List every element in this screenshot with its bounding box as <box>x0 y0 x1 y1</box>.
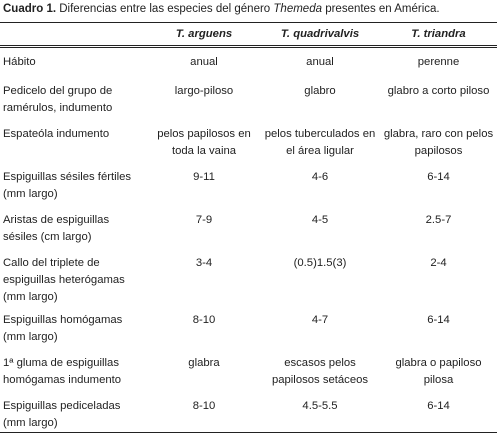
cell: 4.5-5.5 <box>302 399 338 412</box>
row-label: Espateóla indumento <box>3 127 110 140</box>
table-row: 1ª gluma de espiguillas homógamas indume… <box>0 349 497 392</box>
cell: 6-14 <box>427 399 450 412</box>
header-cell <box>0 22 148 48</box>
table-body: Hábito anual anual perenne Pedicelo del grup… <box>0 47 497 433</box>
cell: 8-10 <box>192 399 216 412</box>
cell: glabro a corto piloso <box>387 84 490 97</box>
caption: Cuadro 1. Diferencias entre las especies… <box>3 3 440 15</box>
row-label: 1ª gluma de espiguillas homógamas indume… <box>3 356 122 386</box>
cell: glabra, raro con pelos papilosos <box>383 127 494 157</box>
row-label: Espiguillas homógamas (mm largo) <box>3 313 123 343</box>
cell: 4-6 <box>311 170 329 183</box>
cell: perenne <box>417 56 460 68</box>
cell: glabra <box>188 356 220 369</box>
cell: 7-9 <box>195 213 213 226</box>
cell: 6-14 <box>427 313 450 326</box>
cell: anual <box>190 56 218 68</box>
caption-genus: Themeda <box>273 3 322 15</box>
table-row: Pedicelo del grupo de ramérulos, indumen… <box>0 77 497 120</box>
cell: 6-14 <box>427 170 450 183</box>
caption-text: presentes en América. <box>325 3 440 15</box>
row-label: Espiguillas pediceladas (mm largo) <box>3 399 121 429</box>
cell: 4-7 <box>311 313 329 326</box>
cell: 8-10 <box>192 313 216 326</box>
cell: 2.5-7 <box>425 213 452 226</box>
header-cell: T. triandra <box>380 22 497 48</box>
cell: largo-piloso <box>174 84 234 97</box>
table-row: Espiguillas pediceladas (mm largo) 8-10 4.… <box>0 392 497 433</box>
row-label: Aristas de espiguillas sésiles (cm largo… <box>3 213 110 243</box>
table-row: Espateóla indumento pelos papilosos en to… <box>0 120 497 163</box>
header-cell: T. arguens <box>148 22 260 48</box>
row-label: Hábito <box>3 56 36 68</box>
cell: 3-4 <box>195 256 213 269</box>
row-label: Pedicelo del grupo de ramérulos, indumen… <box>3 84 113 114</box>
cell: escasos pelos papilosos setáceos <box>271 356 369 386</box>
cell: 4-5 <box>311 213 329 226</box>
cell: glabro <box>304 84 336 97</box>
table-row: Aristas de espiguillas sésiles (cm largo… <box>0 206 497 249</box>
cell: glabra o papiloso pilosa <box>395 356 482 386</box>
cell: (0.5)1.5(3) <box>293 256 347 269</box>
caption-text: Diferencias entre las especies del géner… <box>59 3 271 15</box>
table-row: Hábito anual anual perenne <box>0 47 497 77</box>
caption-label: Cuadro 1. <box>3 3 57 15</box>
row-label: Espiguillas sésiles fértiles (mm largo) <box>3 170 132 200</box>
cell: pelos tuberculados en el área ligular <box>264 127 376 157</box>
cell: 2-4 <box>430 256 447 269</box>
table-row: Callo del triplete de espiguillas heteró… <box>0 249 497 306</box>
cell: pelos papilosos en toda la vaina <box>157 127 251 157</box>
header-row: T. arguens T. quadrivalvis T. triandra <box>0 22 497 48</box>
row-label: Callo del triplete de espiguillas heteró… <box>3 256 125 303</box>
table-row: Espiguillas sésiles fértiles (mm largo) 9… <box>0 163 497 206</box>
cell: 9-11 <box>193 170 215 183</box>
cell: anual <box>306 56 334 68</box>
header-cell: T. quadrivalvis <box>260 22 380 48</box>
table-row: Espiguillas homógamas (mm largo) 8-10 4-7 6… <box>0 306 497 349</box>
table: T. arguens T. quadrivalvis T. triandra Háb… <box>0 22 497 433</box>
